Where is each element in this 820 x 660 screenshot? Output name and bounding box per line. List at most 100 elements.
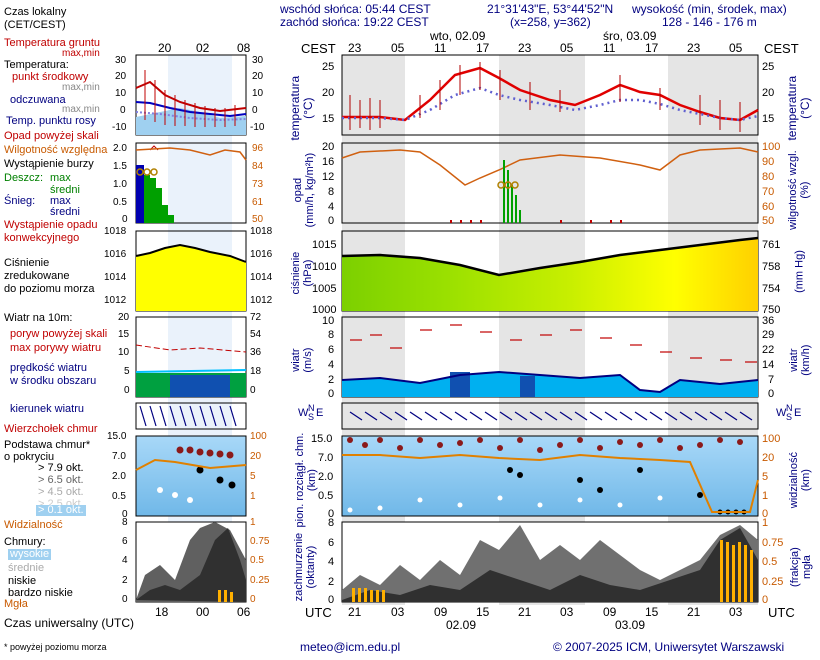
legend-temp-tick-r4: -10 xyxy=(250,122,265,133)
main-vis-tick-3: 1 xyxy=(762,490,769,502)
snow-avg-label: średni xyxy=(50,206,80,218)
height-values: 128 - 146 - 176 m xyxy=(662,15,757,29)
axis-humidity: wilgotność wzgl. (%) xyxy=(786,150,811,230)
bottom-hour-6: 09 xyxy=(603,605,617,619)
okt-label-3: > 2.5 okt. xyxy=(38,498,84,510)
legend-cloud-tick-2: 4 xyxy=(122,555,128,566)
top-hour-0: 23 xyxy=(348,41,362,55)
gust-above-label: poryw powyżej skali xyxy=(10,328,108,340)
main-temp-tick-r0: 25 xyxy=(762,61,775,73)
main-hum-tick-0: 100 xyxy=(762,141,781,153)
compass-left-s: S xyxy=(308,412,315,422)
legend-precip-tick-2: 1.0 xyxy=(113,179,127,190)
legend-wind-tick-1: 15 xyxy=(118,329,130,340)
utc-label: Czas uniwersalny (UTC) xyxy=(4,616,135,630)
main-pressmm-tick-3: 750 xyxy=(762,304,781,316)
bottom-hour-1: 03 xyxy=(391,605,405,619)
main-temp-panel xyxy=(341,54,759,136)
top-hour-4: 23 xyxy=(518,41,532,55)
main-press-tick-0: 1015 xyxy=(312,239,337,251)
compass-right-n: N xyxy=(786,403,793,413)
main-cloud-tick-0: 8 xyxy=(328,517,335,529)
visibility-label: Widzialność xyxy=(4,519,63,531)
legend-windkmh-tick-2: 36 xyxy=(250,347,262,358)
legend-vis-tick-3: 1 xyxy=(250,491,256,502)
main-temp-tick-0: 25 xyxy=(322,61,335,73)
legend-precip-tick-4: 0 xyxy=(122,214,128,225)
main-temp-tick-1: 20 xyxy=(322,87,335,99)
main-temp-tick-2: 15 xyxy=(322,113,335,125)
legend-temp-tick-1: 20 xyxy=(115,71,127,82)
axis-pressure-mmhg: (mm Hg) xyxy=(793,250,806,293)
axis-temp-left: temperatura (°C) xyxy=(287,75,315,141)
legend-cloudbase-panel xyxy=(135,435,247,517)
main-cb-tick-4: 0 xyxy=(328,508,335,520)
top-hour-3: 17 xyxy=(476,41,490,55)
humidity-label: Wilgotność względna xyxy=(4,144,108,156)
okt-label-2: > 4.5 okt. xyxy=(38,486,84,498)
legend-wind-dir-panel xyxy=(135,402,247,430)
axis-visibility: widzialność (km) xyxy=(787,451,812,509)
main-press-tick-3: 1000 xyxy=(312,304,337,316)
legend-cb-tick-1: 7.0 xyxy=(112,451,126,462)
legend-utc-tick-2: 06 xyxy=(237,605,251,619)
legend-fog-tick-4: 0 xyxy=(250,594,256,605)
legend-cloud-tick-3: 2 xyxy=(122,575,128,586)
bottom-hour-3: 15 xyxy=(476,605,490,619)
legend-temp-tick-3: 0 xyxy=(120,105,126,116)
contact-email-link[interactable]: meteo@icm.edu.pl xyxy=(300,640,401,654)
main-precip-tick-3: 8 xyxy=(328,186,335,198)
legend-hum-tick-2: 73 xyxy=(252,179,264,190)
main-hum-tick-3: 70 xyxy=(762,186,775,198)
rain-label: Deszcz: xyxy=(4,172,44,184)
legend-fog-tick-2: 0.5 xyxy=(250,555,264,566)
sunrise-text: wschód słońca: 05:44 CEST xyxy=(280,2,431,16)
temp-ground-range: max,min xyxy=(62,48,100,59)
pressure-label: Ciśnienie zredukowane do poziomu morza xyxy=(4,257,95,296)
temp-felt-label: odczuwana xyxy=(10,94,66,106)
bottom-hour-7: 15 xyxy=(645,605,659,619)
main-vis-tick-0: 100 xyxy=(762,433,781,445)
cloud-top-label: Wierzchołek chmur xyxy=(4,423,98,435)
legend-press-tick-r0: 1018 xyxy=(250,226,273,237)
cloud-high-label: wysokie xyxy=(8,548,52,560)
cloud-low-label: niskie xyxy=(8,575,37,587)
top-hour-7: 17 xyxy=(645,41,659,55)
main-hum-tick-2: 80 xyxy=(762,171,775,183)
coords-text: 21°31'43"E, 53°44'52"N xyxy=(487,2,614,16)
main-precip-tick-0: 20 xyxy=(322,141,335,153)
opad-above-label: Opad powyżej skali xyxy=(4,130,99,142)
legend-hum-tick-1: 84 xyxy=(252,161,264,172)
legend-windkmh-tick-0: 72 xyxy=(250,312,262,323)
top-hour-9: 05 xyxy=(729,41,743,55)
main-vis-tick-4: 0 xyxy=(762,508,769,520)
main-windkmh-tick-0: 36 xyxy=(762,315,775,327)
legend-cloud-tick-0: 8 xyxy=(122,517,128,528)
legend-vis-tick-0: 100 xyxy=(250,431,267,442)
main-temp-tick-r2: 15 xyxy=(762,113,775,125)
main-hum-tick-4: 60 xyxy=(762,201,775,213)
main-fog-tick-0: 1 xyxy=(762,517,769,529)
legend-press-tick-r2: 1014 xyxy=(250,272,273,283)
time-zone-label: Czas lokalny (CET/CEST) xyxy=(4,6,67,31)
legend-temp-tick-r1: 20 xyxy=(252,71,264,82)
legend-pressure-panel xyxy=(135,230,247,312)
legend-cb-tick-4: 0 xyxy=(122,509,128,520)
main-fog-tick-2: 0.5 xyxy=(762,556,778,568)
cloud-base-label: Podstawa chmur* o pokryciu xyxy=(4,439,91,464)
legend-press-tick-3: 1012 xyxy=(104,295,127,306)
legend-wind-panel xyxy=(135,316,247,398)
temp-felt-minmax: max,min xyxy=(62,104,100,115)
axis-fog: (frakcja) mgła xyxy=(788,547,813,587)
legend-windkmh-tick-1: 54 xyxy=(250,329,262,340)
legend-utc-tick-0: 18 xyxy=(155,605,169,619)
legend-precip-tick-1: 1.5 xyxy=(113,161,127,172)
legend-hum-tick-0: 96 xyxy=(252,143,264,154)
footnote: * powyżej poziomu morza xyxy=(4,642,107,652)
bottom-hour-4: 21 xyxy=(518,605,532,619)
utc-label-left: UTC xyxy=(305,605,332,620)
utc-label-right: UTC xyxy=(768,605,795,620)
main-windkmh-tick-3: 14 xyxy=(762,359,775,371)
